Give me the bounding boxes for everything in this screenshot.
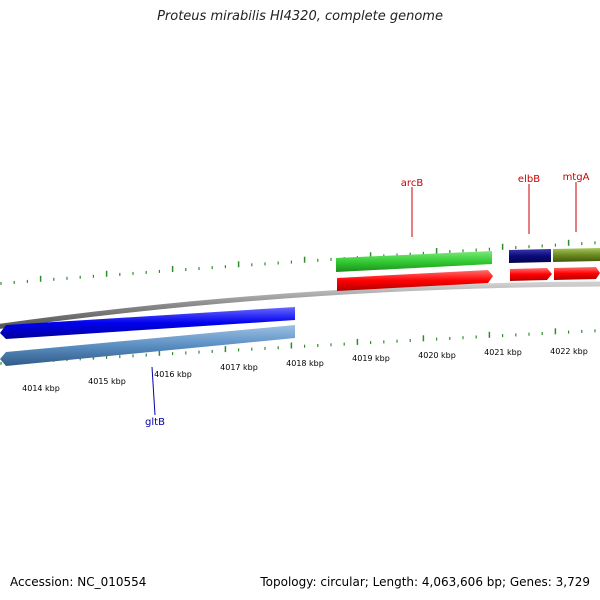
gltB-leader-line: [151, 366, 156, 416]
scale-label: 4018 kbp: [286, 359, 324, 368]
mtgA-cds-arrow[interactable]: [554, 267, 600, 280]
scale-label: 4020 kbp: [418, 351, 456, 360]
mtgA-label[interactable]: mtgA: [563, 172, 590, 183]
forward-tick-marks: [0, 239, 596, 285]
scale-label: 4021 kbp: [484, 348, 522, 357]
map-title: Proteus mirabilis HI4320, complete genom…: [157, 9, 443, 24]
mtgA-feature-bar[interactable]: [553, 248, 600, 262]
gltB-label[interactable]: gltB: [145, 417, 165, 428]
scale-label: 4017 kbp: [220, 363, 258, 372]
scale-label: 4016 kbp: [154, 370, 192, 379]
topology-summary: Topology: circular; Length: 4,063,606 bp…: [260, 575, 590, 589]
arcB-label[interactable]: arcB: [401, 178, 424, 189]
arcB-cds-arrow[interactable]: [337, 270, 493, 291]
accession-text: Accession: NC_010554: [10, 575, 147, 589]
genome-backbone: [0, 281, 600, 329]
elbB-cds-arrow[interactable]: [510, 268, 552, 281]
scale-label: 4015 kbp: [88, 377, 126, 386]
arcB-feature-bar[interactable]: [336, 251, 492, 272]
gltB-feature-bar[interactable]: [0, 307, 295, 339]
elbB-label[interactable]: elbB: [518, 174, 540, 185]
scale-label: 4022 kbp: [550, 347, 588, 356]
scale-label: 4019 kbp: [352, 354, 390, 363]
gltB-cds-arrow[interactable]: [0, 325, 295, 366]
scale-label: 4014 kbp: [22, 384, 60, 393]
elbB-feature-bar[interactable]: [509, 249, 551, 263]
